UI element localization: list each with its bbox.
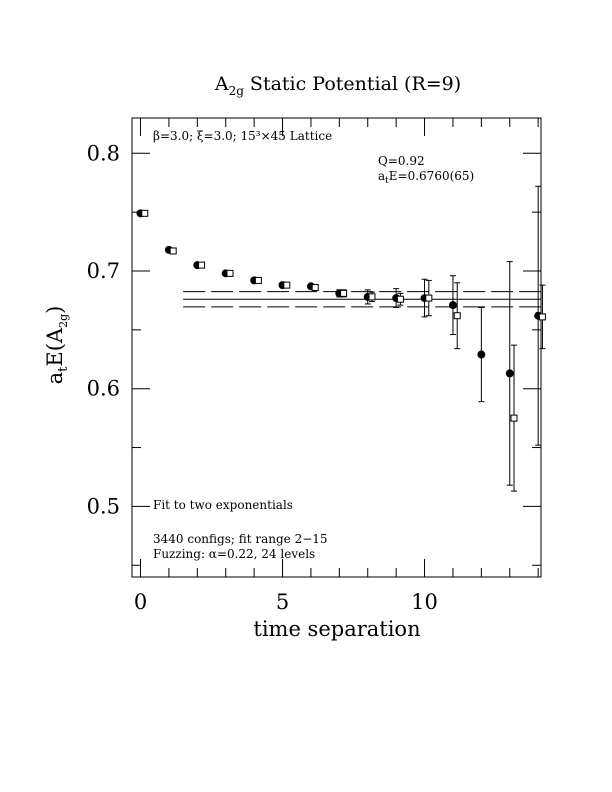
data-point-square (254, 276, 262, 284)
data-point-square (425, 294, 433, 302)
data-point-square (340, 289, 348, 297)
chart-title: A2g Static Potential (R=9) (214, 73, 461, 98)
fit-type-annotation: Fit to two exponentials (153, 498, 293, 512)
x-tick-label: 0 (134, 590, 147, 614)
y-tick-label: 0.6 (87, 377, 120, 401)
data-point-circle (505, 369, 514, 378)
data-point-square (510, 414, 518, 422)
configs-annotation: 3440 configs; fit range 2−15 (153, 532, 328, 546)
plot-frame (131, 117, 542, 578)
q-annotation: Q=0.92 (378, 154, 425, 168)
series-open-squares (141, 209, 546, 492)
data-point-square (141, 209, 149, 217)
fit-band (183, 291, 541, 308)
x-tick-label: 10 (411, 590, 438, 614)
data-point-square (283, 281, 291, 289)
data-point-circle (477, 350, 486, 359)
series-filled-circles (136, 185, 543, 486)
data-point-square (226, 269, 234, 277)
y-tick-label: 0.8 (87, 141, 120, 165)
data-point-circle (448, 301, 457, 310)
y-axis-label: atE(A2g) (43, 306, 71, 385)
data-point-square (453, 312, 461, 320)
data-point-square (538, 313, 546, 321)
x-axis-label: time separation (253, 617, 420, 641)
data-point-square (169, 247, 177, 255)
lattice-annotation: β=3.0; ξ=3.0; 15³×45 Lattice (153, 129, 332, 143)
data-point-square (396, 295, 404, 303)
x-tick-label: 5 (276, 590, 289, 614)
y-tick-label: 0.5 (87, 494, 120, 518)
y-tick-label: 0.7 (87, 259, 120, 283)
energy-annotation: atE=0.6760(65) (378, 169, 474, 186)
tick-labels: 0 5 10 0.5 0.6 0.7 0.8 (87, 141, 438, 614)
fuzzing-annotation: Fuzzing: α=0.22, 24 levels (153, 547, 315, 561)
data-point-square (311, 283, 319, 291)
data-point-square (368, 293, 376, 301)
data-point-square (198, 261, 206, 269)
